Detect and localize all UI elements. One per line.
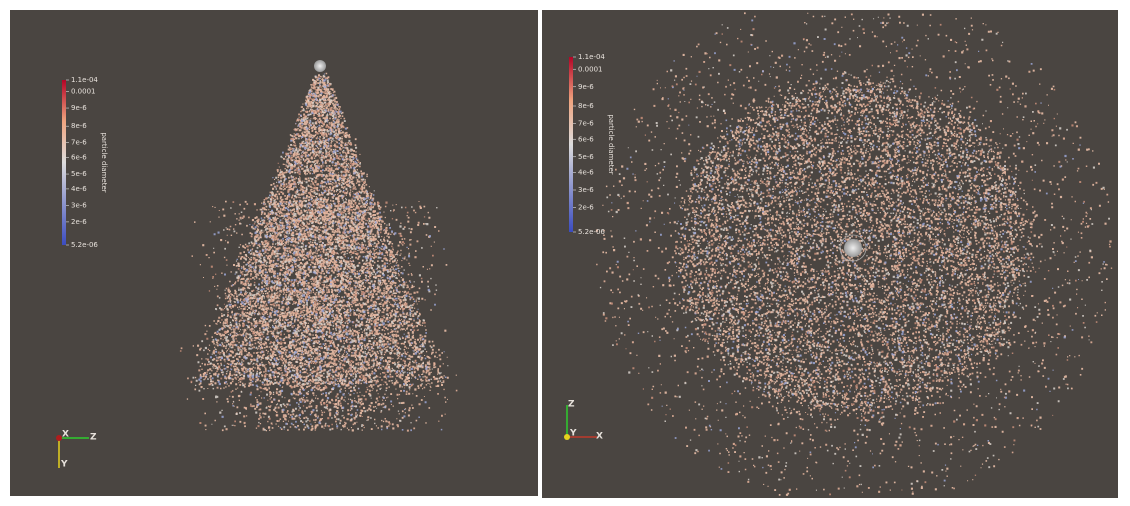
colorbar: 1.1e-04 0.0001 9e-6 8e-6 7e-6 6e-6 5e-6 4e-6 3e-…: [62, 76, 108, 249]
axis-label: Z: [90, 433, 97, 443]
colorbar-label: 8e-6: [71, 122, 87, 130]
colorbar-label: 5e-6: [578, 153, 594, 161]
colorbar-label: 7e-6: [578, 120, 594, 128]
colorbar-label: 6e-6: [578, 135, 594, 143]
colorbar-label: 7e-6: [71, 139, 87, 147]
colorbar-label: 2e-6: [71, 218, 87, 226]
colorbar-label: 4e-6: [71, 185, 87, 193]
colorbar-label: 5.2e-06: [578, 228, 605, 236]
colorbar-title: particle diameter: [607, 114, 615, 174]
nozzle: [844, 239, 862, 257]
colorbar-gradient: [62, 80, 66, 245]
colorbar-label: 9e-6: [578, 83, 594, 91]
nozzle: [314, 60, 326, 72]
axis-label: Z: [568, 400, 575, 410]
colorbar-label: 3e-6: [578, 186, 594, 194]
colorbar-label: 0.0001: [71, 88, 96, 96]
colorbar-gradient: [569, 57, 573, 232]
colorbar-label: 5.2e-06: [71, 241, 98, 249]
colorbar-label: 1.1e-04: [578, 53, 605, 61]
nozzle-ring: [839, 234, 867, 262]
axis-label: X: [596, 432, 603, 442]
colorbar-label: 2e-6: [578, 204, 594, 212]
colorbar-label: 8e-6: [578, 102, 594, 110]
colorbar-label: 6e-6: [71, 154, 87, 162]
orientation-axes: X Z Y: [56, 430, 97, 470]
colorbar-label: 3e-6: [71, 201, 87, 209]
colorbar-label: 4e-6: [578, 169, 594, 177]
colorbar-label: 5e-6: [71, 170, 87, 178]
colorbar-label: 1.1e-04: [71, 76, 98, 84]
x-axis: [56, 435, 62, 441]
axis-label: X: [62, 430, 69, 440]
colorbar-title: particle diameter: [100, 132, 108, 192]
axis-label: Y: [569, 429, 577, 439]
colorbar: 1.1e-04 0.0001 9e-6 8e-6 7e-6 6e-6 5e-6 4e-6 3e-…: [569, 53, 615, 236]
colorbar-label: 9e-6: [71, 104, 87, 112]
orientation-axes: Z X Y: [564, 400, 603, 442]
y-axis: [564, 434, 570, 440]
colorbar-label: 0.0001: [578, 65, 603, 73]
axis-label: Y: [60, 460, 68, 470]
